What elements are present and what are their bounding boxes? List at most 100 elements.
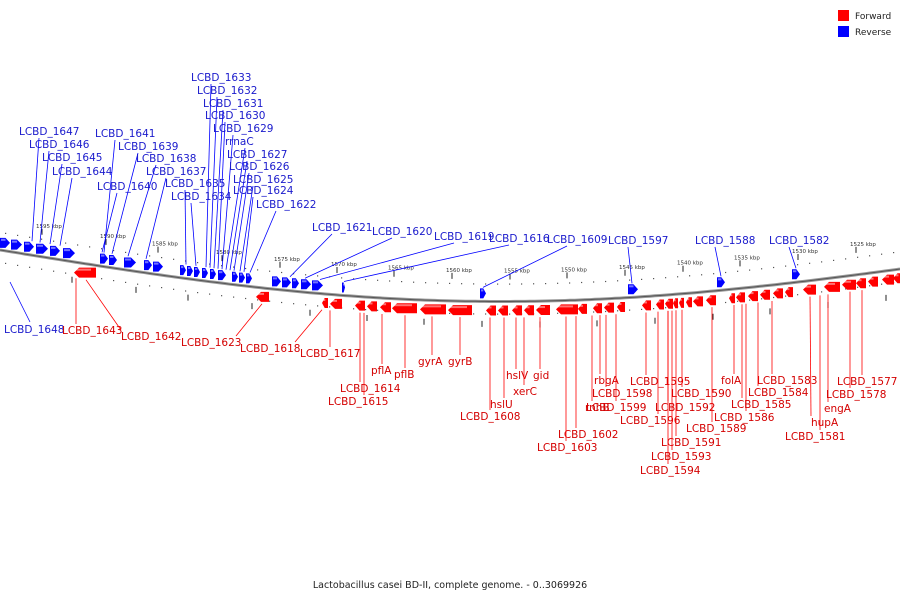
- reverse-gene-leader: [39, 150, 50, 243]
- gene-label-lcbd-1643: LCBD_1643: [62, 325, 122, 337]
- scale-dot: [149, 255, 151, 257]
- reverse-gene-arrow: [100, 253, 108, 264]
- gene-arrow-body: [11, 239, 22, 250]
- scale-dot: [629, 279, 631, 281]
- forward-gene-leader: [809, 296, 812, 417]
- scale-dot: [5, 232, 7, 234]
- gene-arrow-body: [210, 269, 216, 280]
- scale-dot: [425, 282, 427, 284]
- gene-arrow-body: [194, 266, 200, 277]
- scale-dot: [749, 269, 751, 271]
- reverse-gene-arrow: [246, 273, 252, 284]
- scale-dot: [389, 280, 391, 282]
- gene-label-rnhb: rnhB: [585, 402, 610, 414]
- gene-arrow-body: [282, 277, 291, 288]
- scale-dot: [65, 272, 67, 274]
- gene-arrow-gloss: [313, 281, 319, 284]
- gene-label-gyra: gyrA: [418, 356, 443, 368]
- gene-arrow-gloss: [1, 238, 6, 241]
- gene-label-lcbd-1635: LCBD_1635: [165, 178, 225, 190]
- scale-dot: [665, 277, 667, 279]
- gene-arrow-gloss: [125, 258, 131, 261]
- gene-arrow-body: [792, 269, 800, 280]
- forward-gene-arrow: [380, 302, 391, 313]
- gene-label-lcbd-1634: LCBD_1634: [171, 191, 232, 203]
- gene-arrow-gloss: [786, 288, 790, 291]
- scale-dot: [173, 258, 175, 260]
- scale-dot: [881, 283, 883, 285]
- gene-arrow-gloss: [331, 299, 337, 302]
- scale-dot: [41, 268, 43, 270]
- gene-arrow-body: [578, 303, 587, 314]
- reverse-gene-arrow: [717, 277, 725, 288]
- gene-label-lcbd-1621: LCBD_1621: [312, 222, 372, 234]
- gene-arrow-body: [232, 271, 238, 282]
- gene-arrow-gloss: [421, 305, 441, 308]
- scale-dot: [569, 282, 571, 284]
- forward-gene-leader: [235, 303, 263, 337]
- scale-dot: [845, 258, 847, 260]
- scale-dot: [557, 312, 559, 314]
- reverse-gene-arrow: [11, 239, 22, 250]
- gene-label-lcbd-1594: LCBD_1594: [640, 465, 701, 477]
- forward-gene-arrow: [803, 284, 816, 295]
- gene-label-lcbd-1591: LCBD_1591: [661, 437, 721, 449]
- scale-dot: [689, 275, 691, 277]
- gene-arrow-body: [480, 288, 486, 299]
- scale-dot: [173, 288, 175, 290]
- gene-arrow-gloss: [618, 303, 622, 306]
- scale-dot: [257, 269, 259, 271]
- gene-label-lcbd-1616: LCBD_1616: [489, 233, 550, 245]
- reverse-gene-arrow: [0, 237, 10, 248]
- gene-arrow-body: [665, 298, 673, 309]
- legend-label-forward: Forward: [855, 12, 891, 22]
- forward-gene-arrow: [392, 303, 417, 314]
- reverse-gene-leader: [31, 137, 40, 242]
- gene-arrow-body: [292, 278, 299, 289]
- gene-arrow-gloss: [257, 292, 264, 295]
- gene-arrow-body: [256, 291, 269, 302]
- forward-gene-arrow: [524, 305, 534, 316]
- gene-arrow-body: [760, 289, 770, 300]
- gene-arrow-body: [330, 298, 342, 309]
- gene-arrow-gloss: [101, 254, 105, 257]
- gene-arrow-gloss: [629, 285, 634, 288]
- scale-dot: [377, 279, 379, 281]
- reverse-gene-arrow: [210, 269, 216, 280]
- gene-arrow-gloss: [154, 262, 159, 265]
- gene-label-lcbd-1593: LCBD_1593: [651, 451, 711, 463]
- reverse-gene-leader: [111, 152, 139, 254]
- scale-dot: [845, 288, 847, 290]
- gene-arrow-body: [882, 274, 894, 285]
- gene-label-lcbd-1585: LCBD_1585: [731, 399, 791, 411]
- gene-arrow-gloss: [694, 297, 699, 300]
- legend-label-reverse: Reverse: [855, 28, 892, 38]
- gene-arrow-body: [124, 257, 136, 268]
- gene-arrow-body: [803, 284, 816, 295]
- gene-arrow-gloss: [283, 278, 287, 281]
- scale-dot: [713, 273, 715, 275]
- gene-label-lcbd-1631: LCBD_1631: [203, 98, 263, 110]
- gene-arrow-body: [342, 282, 345, 293]
- forward-gene-arrow: [448, 305, 472, 316]
- scale-dot: [137, 283, 139, 285]
- forward-gene-arrow: [824, 281, 840, 292]
- forward-gene-arrow: [868, 276, 878, 287]
- scale-dot: [77, 244, 79, 246]
- gene-label-lcbd-1624: LCBD_1624: [233, 185, 294, 197]
- tick-label: 1580 kbp: [216, 250, 242, 256]
- gene-label-lcbd-1582: LCBD_1582: [769, 235, 829, 247]
- gene-arrow-gloss: [481, 289, 484, 292]
- gene-arrow-gloss: [525, 306, 530, 309]
- scale-dot: [821, 261, 823, 263]
- gene-label-lcbd-1583: LCBD_1583: [757, 375, 817, 387]
- reverse-gene-labels: LCBD_1633LCBD_1632LCBD_1631LCBD_1630LCBD…: [4, 72, 829, 336]
- reverse-gene-leader: [714, 246, 722, 277]
- gene-label-lcbd-1633: LCBD_1633: [191, 72, 251, 84]
- reverse-gene-leader: [101, 192, 118, 253]
- gene-label-lcbd-1622: LCBD_1622: [256, 199, 316, 211]
- scale-dot: [737, 300, 739, 302]
- scale-dot: [281, 271, 283, 274]
- gene-arrow-gloss: [449, 306, 467, 309]
